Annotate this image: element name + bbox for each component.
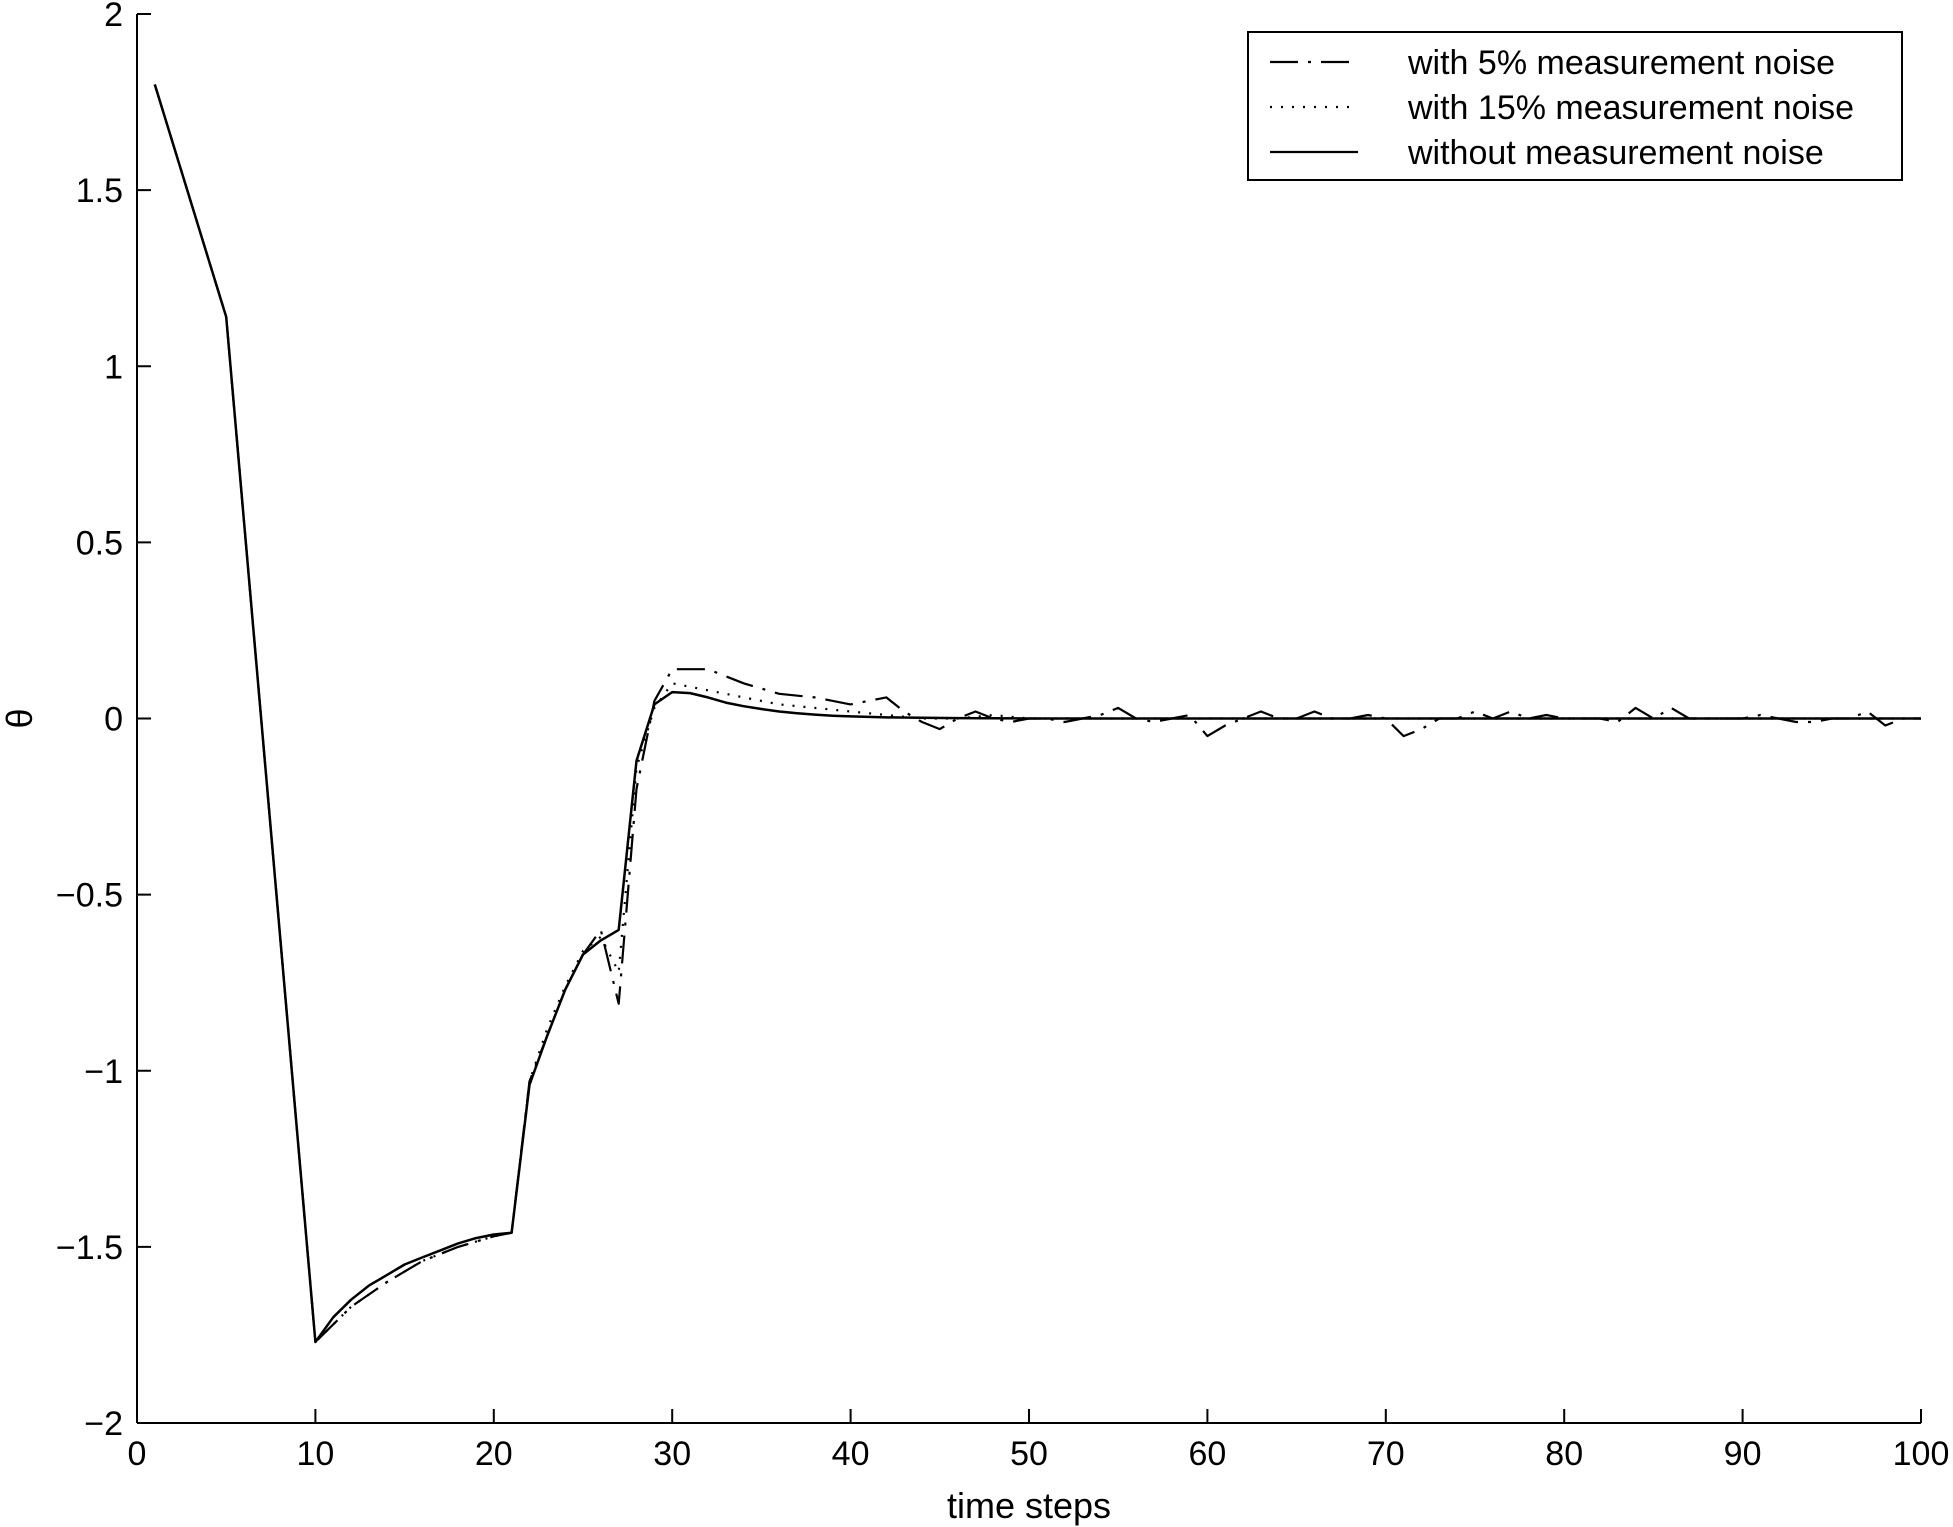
x-tick-label: 30: [653, 1435, 691, 1473]
legend-label: without measurement noise: [1407, 134, 1824, 172]
y-tick-label: −1.5: [56, 1229, 123, 1267]
legend-label: with 15% measurement noise: [1407, 89, 1854, 127]
y-tick-label: 2: [104, 0, 123, 34]
x-tick-label: 60: [1188, 1435, 1226, 1473]
series-layer: [153, 84, 1921, 1344]
x-tick-label: 80: [1545, 1435, 1583, 1473]
x-tick-label: 0: [128, 1435, 147, 1473]
y-tick-label: 1.5: [76, 172, 123, 210]
y-tick-label: −1: [84, 1053, 123, 1091]
y-tick-label: 1: [104, 348, 123, 386]
x-tick-label: 40: [832, 1435, 870, 1473]
x-tick-label: 70: [1367, 1435, 1405, 1473]
series-line-2: [153, 84, 1921, 1344]
axis-ticks: 0 10 20 30 40 50 60 70 80 90 100 −2 −1.5 −1 −0.5 0 0.5 1 1…: [56, 0, 1949, 1473]
x-axis-label: time steps: [947, 1485, 1111, 1526]
series-line-1: [153, 84, 1921, 1344]
y-tick-label: −0.5: [56, 877, 123, 915]
y-tick-label: 0: [104, 701, 123, 739]
series-line-3: [153, 84, 1921, 1344]
x-tick-label: 100: [1893, 1435, 1950, 1473]
y-tick-label: −2: [84, 1405, 123, 1443]
x-tick-label: 10: [296, 1435, 334, 1473]
legend: with 5% measurement noise with 15% measur…: [1247, 31, 1903, 181]
y-tick-label: 0.5: [76, 524, 123, 562]
x-tick-label: 50: [1010, 1435, 1048, 1473]
legend-box: [1247, 31, 1903, 181]
legend-label: with 5% measurement noise: [1407, 44, 1835, 82]
y-axis-label: θ: [0, 708, 40, 728]
x-tick-label: 90: [1724, 1435, 1762, 1473]
x-tick-label: 20: [475, 1435, 513, 1473]
